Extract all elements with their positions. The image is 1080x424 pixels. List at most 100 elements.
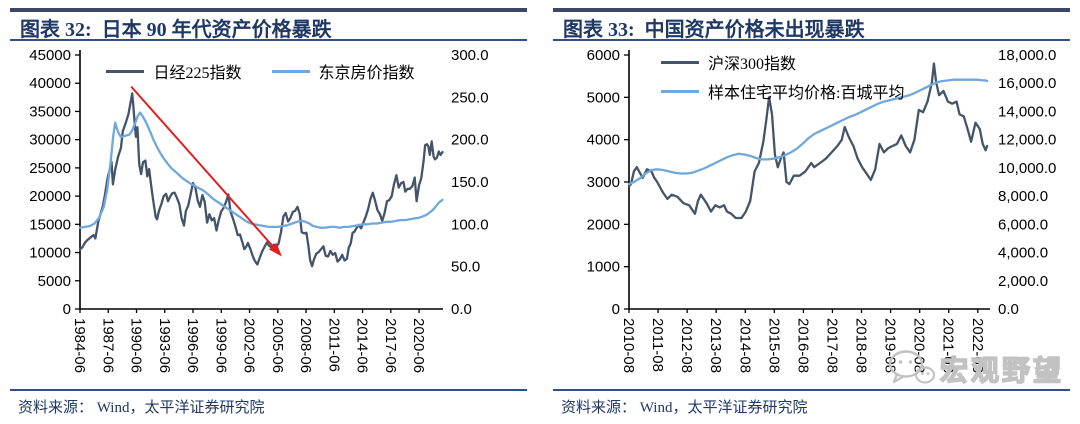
y-right-tick-label: 2,000.0: [998, 273, 1048, 290]
y-right-tick-label: 14,000.0: [998, 103, 1056, 120]
y-right-tick-label: 200.0: [451, 132, 489, 149]
figure-panel-japan: 图表 32: 日本 90 年代资产价格暴跌 45000 40000 35000 300…: [10, 0, 527, 424]
series-line-1: [627, 78, 989, 186]
panel-bottom-border: [553, 389, 1070, 391]
y-right-tick-label: 6,000.0: [998, 216, 1048, 233]
y-right-tick-label: 4,000.0: [998, 245, 1048, 262]
legend-label: 样本住宅平均价格:百城平均: [708, 85, 905, 102]
y-right-tick-label: 12,000.0: [998, 132, 1056, 149]
x-tick-label: 2013-08: [707, 318, 724, 373]
x-tick-label: 2020-06: [410, 318, 427, 373]
x-tick-label: 2022-08: [969, 318, 986, 373]
legend-swatch: [661, 60, 699, 64]
legend-swatch: [271, 69, 310, 73]
x-tick-label: 2011-08: [649, 318, 666, 372]
x-tick-label: 2008-06: [297, 318, 314, 373]
watermark-text: 宏观野望: [939, 354, 1064, 387]
legend-label: 东京房价指数: [318, 65, 415, 82]
y-left-tick-label: 6000: [587, 47, 620, 64]
x-tick-label: 1999-06: [212, 318, 229, 373]
japan-asset-price-line-chart: 45000 40000 35000 30000 25000 20000 15000 10000…: [29, 47, 489, 373]
y-right-tick-label: 100.0: [451, 216, 489, 233]
series-line-1: [78, 111, 444, 229]
chart-legend-japan: 日经225指数 东京房价指数: [79, 59, 442, 83]
x-tick-label: 1996-06: [184, 318, 201, 373]
y-left-tick-label: 20000: [29, 188, 71, 205]
title-underline: [553, 39, 1070, 41]
y-left-tick-label: 4000: [587, 132, 620, 149]
title-underline: [10, 39, 527, 41]
y-left-tick-label: 15000: [29, 216, 71, 233]
x-tick-label: 1984-06: [71, 318, 88, 373]
x-tick-label: 2014-08: [736, 318, 753, 373]
series-line-0: [627, 62, 989, 220]
legend-item: 东京房价指数: [271, 59, 415, 83]
x-tick-label: 2005-06: [269, 318, 286, 373]
chart-area-china: 6000 5000 4000 3000 2000 1000 0 18,000.0 16,000.…: [553, 42, 1070, 389]
y-left-tick-label: 10000: [29, 245, 71, 262]
x-tick-label: 2012-08: [678, 318, 695, 373]
panel-bottom-border: [10, 389, 527, 391]
x-tick-label: 1987-06: [99, 318, 116, 373]
y-left-tick-label: 3000: [587, 174, 620, 191]
y-right-tick-label: 8,000.0: [998, 188, 1048, 205]
legend-label: 日经225指数: [153, 65, 242, 82]
y-left-tick-label: 45000: [29, 47, 71, 64]
panel-top-border: [10, 8, 527, 12]
chart-legend-china: 沪深300指数样本住宅平均价格:百城平均: [661, 50, 904, 103]
x-tick-label: 2018-08: [853, 318, 870, 373]
legend-label: 沪深300指数: [708, 56, 797, 73]
y-right-tick-label: 250.0: [451, 89, 489, 106]
x-tick-label: 1993-06: [156, 318, 173, 373]
y-left-tick-label: 40000: [29, 75, 71, 92]
trend-arrow-line: [130, 85, 274, 247]
panel-top-border: [553, 8, 1070, 12]
x-tick-label: 2014-06: [354, 318, 371, 373]
y-left-tick-label: 0: [612, 301, 620, 318]
figure-panel-china: 图表 33: 中国资产价格未出现暴跌 6000 5000 4000 3000 2000 1…: [553, 0, 1070, 424]
y-left-tick-label: 25000: [29, 160, 71, 177]
x-tick-label: 2002-06: [241, 318, 258, 373]
y-right-tick-label: 300.0: [451, 47, 489, 64]
source-note-china: 资料来源： Wind，太平洋证券研究院: [561, 400, 808, 416]
y-left-tick-label: 30000: [29, 132, 71, 149]
legend-item: 日经225指数: [106, 59, 242, 83]
x-tick-label: 2019-08: [882, 318, 899, 373]
x-tick-label: 2020-08: [911, 318, 928, 373]
x-tick-label: 2017-06: [382, 318, 399, 373]
series-line-0: [78, 92, 444, 268]
y-right-tick-label: 50.0: [451, 259, 480, 276]
chart-area-japan: 45000 40000 35000 30000 25000 20000 15000 10000…: [10, 42, 527, 389]
china-asset-price-line-chart: 6000 5000 4000 3000 2000 1000 0 18,000.0 16,000.…: [587, 47, 1057, 373]
legend-item: 沪深300指数: [661, 50, 796, 74]
y-left-tick-label: 0: [63, 301, 71, 318]
watermark: 宏观野望: [887, 349, 1064, 389]
legend-swatch: [661, 89, 699, 93]
figure-title-japan: 图表 32: 日本 90 年代资产价格暴跌: [20, 19, 332, 41]
y-right-tick-label: 16,000.0: [998, 75, 1056, 92]
x-tick-label: 2017-08: [823, 318, 840, 373]
y-right-tick-label: 10,000.0: [998, 160, 1056, 177]
y-left-tick-label: 35000: [29, 103, 71, 120]
x-tick-label: 2021-08: [940, 318, 957, 373]
y-left-tick-label: 1000: [587, 259, 620, 276]
legend-item: 样本住宅平均价格:百城平均: [661, 79, 904, 103]
x-tick-label: 2011-06: [325, 318, 342, 372]
y-left-tick-label: 5000: [38, 273, 71, 290]
y-right-tick-label: 18,000.0: [998, 47, 1056, 64]
x-tick-label: 2015-08: [765, 318, 782, 373]
trend-arrow-head: [268, 242, 282, 257]
x-tick-label: 2016-08: [794, 318, 811, 373]
x-tick-label: 1990-06: [128, 318, 145, 373]
y-left-tick-label: 5000: [587, 89, 620, 106]
y-right-tick-label: 0.0: [451, 301, 472, 318]
legend-swatch: [106, 69, 145, 73]
figure-title-china: 图表 33: 中国资产价格未出现暴跌: [563, 19, 865, 41]
y-right-tick-label: 0.0: [998, 301, 1019, 318]
source-note-japan: 资料来源： Wind，太平洋证券研究院: [18, 400, 265, 416]
y-right-tick-label: 150.0: [451, 174, 489, 191]
wechat-icon: [888, 350, 935, 384]
y-left-tick-label: 2000: [587, 216, 620, 233]
x-tick-label: 2010-08: [620, 318, 637, 373]
